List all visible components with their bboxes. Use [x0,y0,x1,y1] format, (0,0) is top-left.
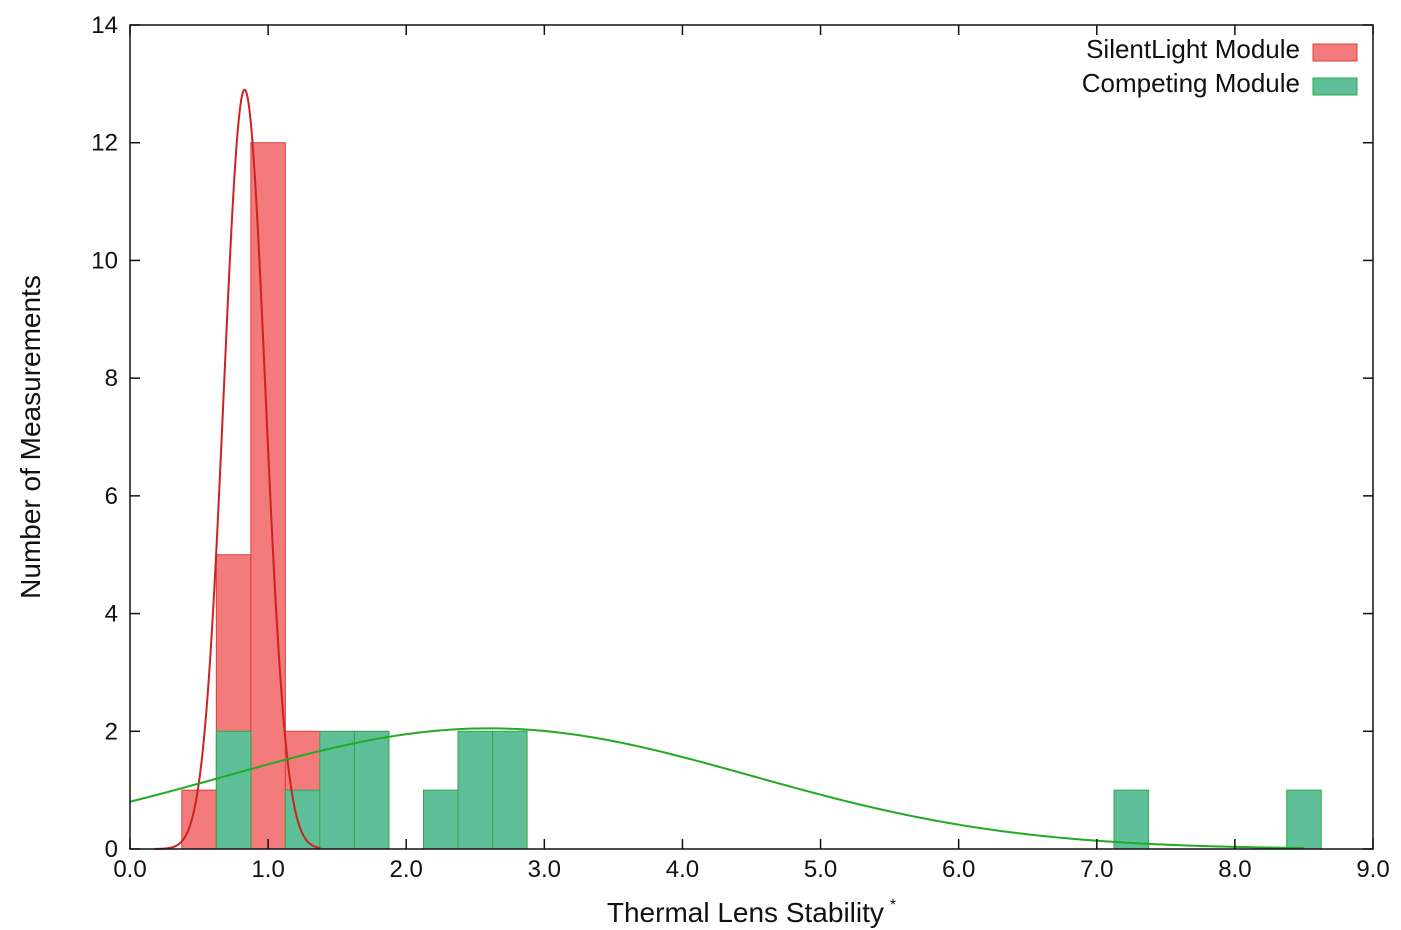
fit-curve-series0 [154,88,321,850]
x-axis-label: Thermal Lens Stability * [607,897,896,928]
x-tick-label-0: 0.0 [113,856,146,883]
bar-series1-1 [284,789,321,850]
ticks-layer: 0.0 1.0 2.0 3.0 4.0 5.0 6.0 7.0 8.0 9.0 0 2 4 6 8 10 12 1… [91,12,1389,883]
y-tick-label-7: 14 [91,12,118,39]
legend-label-series0: SilentLight Module [1086,34,1300,64]
y-tick-label-1: 2 [105,718,118,745]
bar-series0-2 [250,142,286,850]
bar-series1-3 [353,730,390,850]
bar-series1-5 [457,730,494,850]
y-tick-label-3: 6 [105,483,118,510]
fit-curve-series1 [129,727,1304,850]
y-tick-label-6: 12 [91,130,118,157]
bar-series1-0 [215,730,252,850]
bar-series0-0 [181,789,217,850]
legend-swatch-series0 [1312,43,1358,62]
legend-swatch-series1 [1312,77,1358,96]
legend-label-series1: Competing Module [1082,68,1300,98]
x-tick-label-6: 6.0 [942,856,975,883]
y-tick-label-5: 10 [91,247,118,274]
bar-series1-8 [1286,789,1322,850]
legend: SilentLight Module Competing Module [1082,34,1358,98]
x-tick-label-2: 2.0 [390,856,423,883]
bar-series1-7 [1113,789,1150,850]
x-tick-label-9: 9.0 [1356,856,1389,883]
bar-series1-6 [492,730,528,850]
x-tick-label-4: 4.0 [666,856,699,883]
x-tick-label-3: 3.0 [528,856,561,883]
plot-frame [129,24,1374,850]
y-tick-label-0: 0 [105,836,118,863]
y-axis-label: Number of Measurements [15,275,46,599]
bar-series1-4 [422,789,459,850]
fit-curves-layer [129,88,1304,850]
x-tick-label-1: 1.0 [251,856,284,883]
x-tick-label-8: 8.0 [1218,856,1251,883]
x-tick-label-5: 5.0 [804,856,837,883]
y-tick-label-4: 8 [105,365,118,392]
x-tick-label-7: 7.0 [1080,856,1113,883]
y-tick-label-2: 4 [105,601,118,628]
